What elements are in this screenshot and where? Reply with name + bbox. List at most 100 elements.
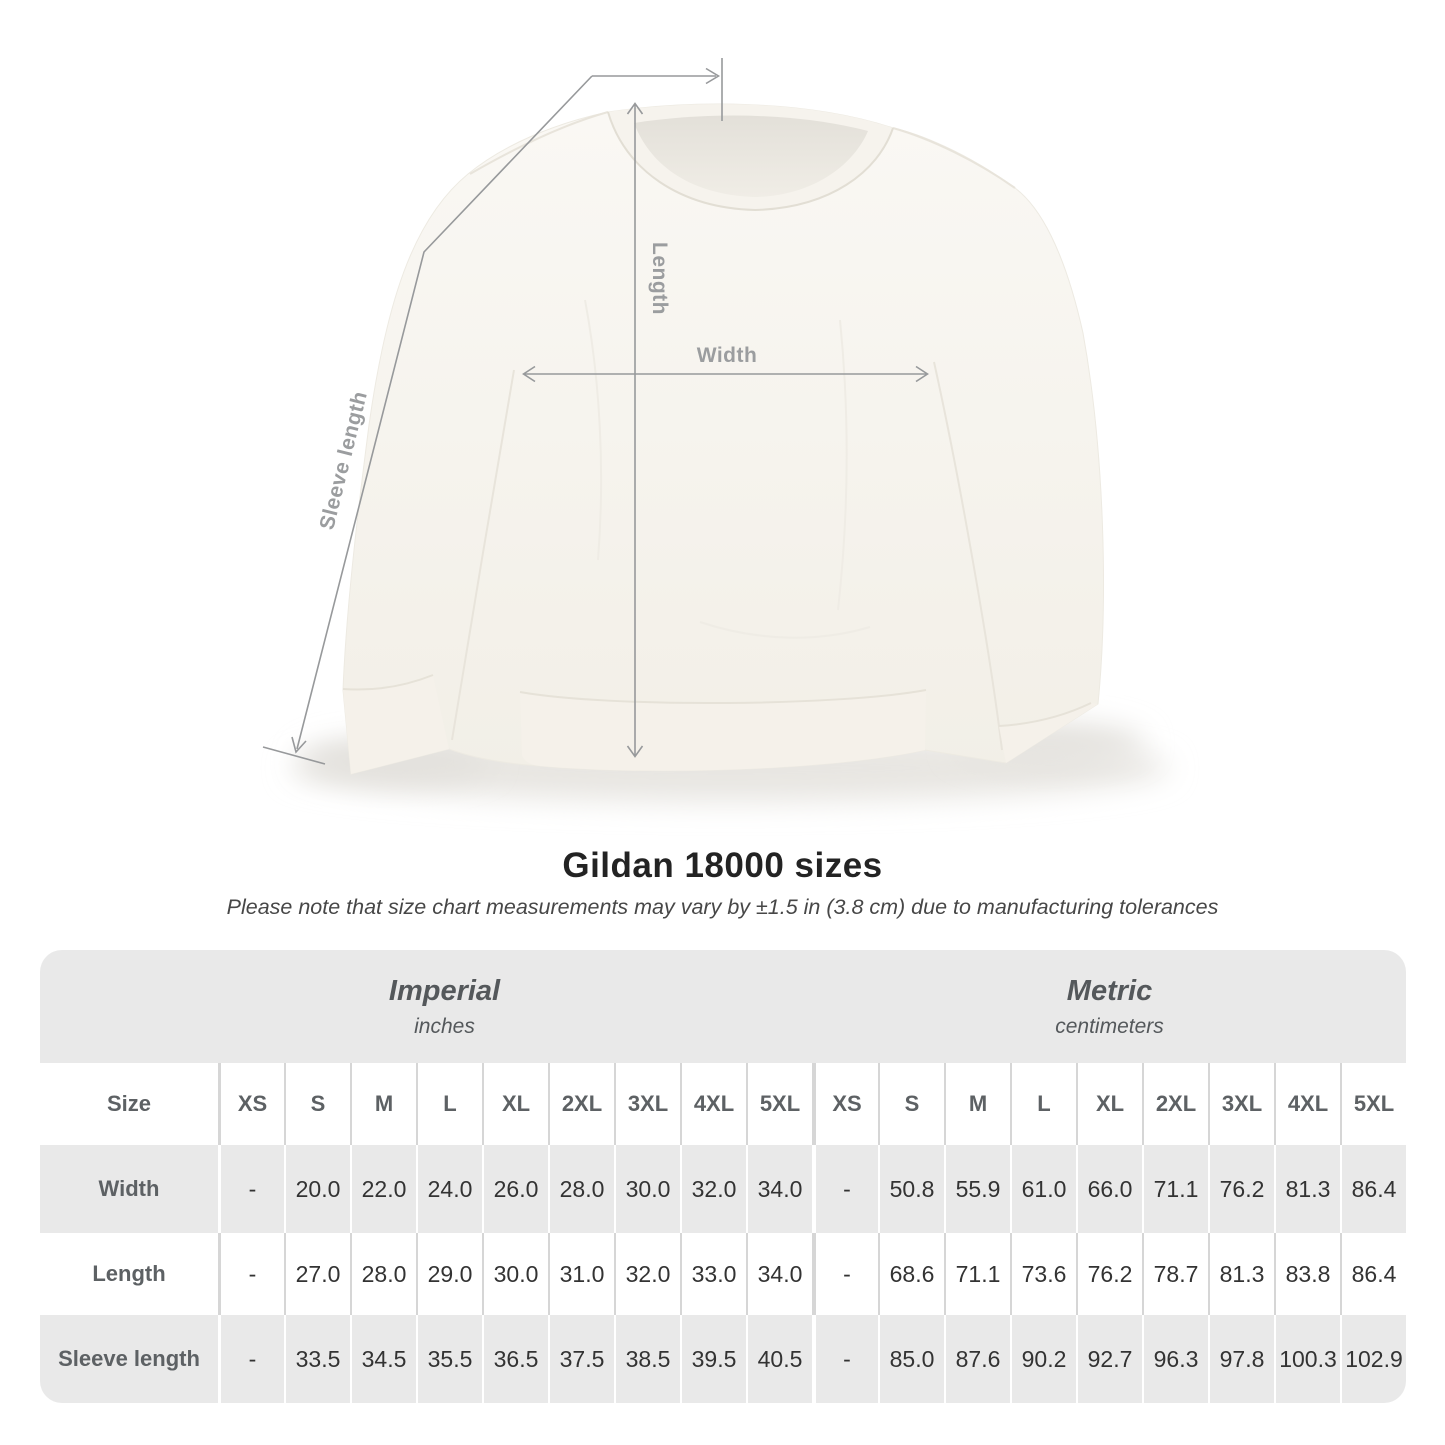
value-cell: 71.1 — [944, 1233, 1010, 1315]
imperial-group-header: Imperial inches — [40, 950, 813, 1063]
hem-band — [519, 689, 927, 771]
size-header-row: Size XS S M L XL 2XL 3XL 4XL 5XL XS S M … — [40, 1063, 1406, 1145]
fabric-wrinkles — [584, 299, 871, 639]
value-cell: - — [812, 1233, 878, 1315]
value-cell: 50.8 — [878, 1145, 944, 1233]
size-header-cell: L — [416, 1063, 482, 1145]
value-cell: 33.5 — [284, 1315, 350, 1403]
value-cell: 36.5 — [482, 1315, 548, 1403]
value-cell: 28.0 — [350, 1233, 416, 1315]
size-header-cell: 3XL — [1208, 1063, 1274, 1145]
value-cell: 85.0 — [878, 1315, 944, 1403]
value-cell: 71.1 — [1142, 1145, 1208, 1233]
value-cell: 34.5 — [350, 1315, 416, 1403]
length-label: Length — [648, 242, 671, 315]
garment-seams — [451, 111, 1016, 751]
value-cell: - — [218, 1233, 284, 1315]
imperial-label: Imperial — [388, 974, 501, 1007]
size-header-cell: 2XL — [548, 1063, 614, 1145]
size-header-cell: M — [944, 1063, 1010, 1145]
size-header-cell: M — [350, 1063, 416, 1145]
table-row-sleeve-length: Sleeve length - 33.5 34.5 35.5 36.5 37.5… — [40, 1315, 1406, 1403]
value-cell: 37.5 — [548, 1315, 614, 1403]
value-cell: 90.2 — [1010, 1315, 1076, 1403]
row-label: Sleeve length — [58, 1346, 200, 1371]
value-cell: 39.5 — [680, 1315, 746, 1403]
size-header-cell: L — [1010, 1063, 1076, 1145]
size-header-cell: 4XL — [680, 1063, 746, 1145]
sleeve-cuff-tick — [262, 746, 326, 765]
sleeve-arrow-right — [705, 67, 721, 85]
size-header-cell: 4XL — [1274, 1063, 1340, 1145]
size-header-cell: XS — [218, 1063, 284, 1145]
page-title: Gildan 18000 sizes — [562, 846, 883, 885]
row-label: Width — [98, 1176, 160, 1201]
value-cell: 96.3 — [1142, 1315, 1208, 1403]
value-cell: 30.0 — [482, 1233, 548, 1315]
value-cell: 40.5 — [746, 1315, 812, 1403]
size-header-cell: XS — [812, 1063, 878, 1145]
value-cell: 76.2 — [1076, 1233, 1142, 1315]
value-cell: - — [812, 1315, 878, 1403]
size-header-cell: 3XL — [614, 1063, 680, 1145]
size-header-cell: XL — [1076, 1063, 1142, 1145]
size-header-cell: 5XL — [746, 1063, 812, 1145]
value-cell: 100.3 — [1274, 1315, 1340, 1403]
size-column-header: Size — [106, 1091, 152, 1116]
value-cell: 32.0 — [680, 1145, 746, 1233]
table-row-width: Width - 20.0 22.0 24.0 26.0 28.0 30.0 32… — [40, 1145, 1406, 1233]
imperial-unit: inches — [414, 1014, 475, 1038]
width-arrow-right — [915, 365, 929, 383]
value-cell: 66.0 — [1076, 1145, 1142, 1233]
value-cell: 22.0 — [350, 1145, 416, 1233]
value-cell: 92.7 — [1076, 1315, 1142, 1403]
value-cell: 31.0 — [548, 1233, 614, 1315]
value-cell: 102.9 — [1340, 1315, 1406, 1403]
value-cell: - — [812, 1145, 878, 1233]
value-cell: 81.3 — [1208, 1233, 1274, 1315]
value-cell: 86.4 — [1340, 1233, 1406, 1315]
value-cell: 97.8 — [1208, 1315, 1274, 1403]
sweatshirt-illustration: Length Width Sleeve length — [262, 58, 1170, 802]
value-cell: 86.4 — [1340, 1145, 1406, 1233]
size-header-cell: S — [284, 1063, 350, 1145]
value-cell: 34.0 — [746, 1233, 812, 1315]
value-cell: 27.0 — [284, 1233, 350, 1315]
size-header-cell: 2XL — [1142, 1063, 1208, 1145]
size-header-cell: 5XL — [1340, 1063, 1406, 1145]
metric-unit: centimeters — [1055, 1014, 1164, 1038]
value-cell: 81.3 — [1274, 1145, 1340, 1233]
value-cell: 24.0 — [416, 1145, 482, 1233]
metric-group-header: Metric centimeters — [813, 950, 1406, 1063]
value-cell: 34.0 — [746, 1145, 812, 1233]
sleeve-arrow-bottom — [291, 736, 307, 754]
value-cell: 83.8 — [1274, 1233, 1340, 1315]
row-label: Length — [92, 1261, 166, 1286]
value-cell: 78.7 — [1142, 1233, 1208, 1315]
value-cell: 73.6 — [1010, 1233, 1076, 1315]
value-cell: - — [218, 1145, 284, 1233]
value-cell: 61.0 — [1010, 1145, 1076, 1233]
width-arrow-left — [522, 365, 536, 383]
value-cell: 55.9 — [944, 1145, 1010, 1233]
value-cell: 68.6 — [878, 1233, 944, 1315]
value-cell: 29.0 — [416, 1233, 482, 1315]
size-header-cell: S — [878, 1063, 944, 1145]
value-cell: 26.0 — [482, 1145, 548, 1233]
value-cell: 28.0 — [548, 1145, 614, 1233]
length-arrow-bottom — [626, 745, 644, 758]
measurement-lines — [262, 58, 929, 765]
size-header-cell: XL — [482, 1063, 548, 1145]
table-row-length: Length - 27.0 28.0 29.0 30.0 31.0 32.0 3… — [40, 1233, 1406, 1315]
value-cell: 20.0 — [284, 1145, 350, 1233]
unit-group-header-row: Imperial inches Metric centimeters — [40, 950, 1406, 1063]
left-cuff — [342, 674, 449, 774]
value-cell: 33.0 — [680, 1233, 746, 1315]
value-cell: 38.5 — [614, 1315, 680, 1403]
value-cell: 32.0 — [614, 1233, 680, 1315]
value-cell: - — [218, 1315, 284, 1403]
value-cell: 35.5 — [416, 1315, 482, 1403]
value-cell: 30.0 — [614, 1145, 680, 1233]
value-cell: 76.2 — [1208, 1145, 1274, 1233]
value-cell: 87.6 — [944, 1315, 1010, 1403]
